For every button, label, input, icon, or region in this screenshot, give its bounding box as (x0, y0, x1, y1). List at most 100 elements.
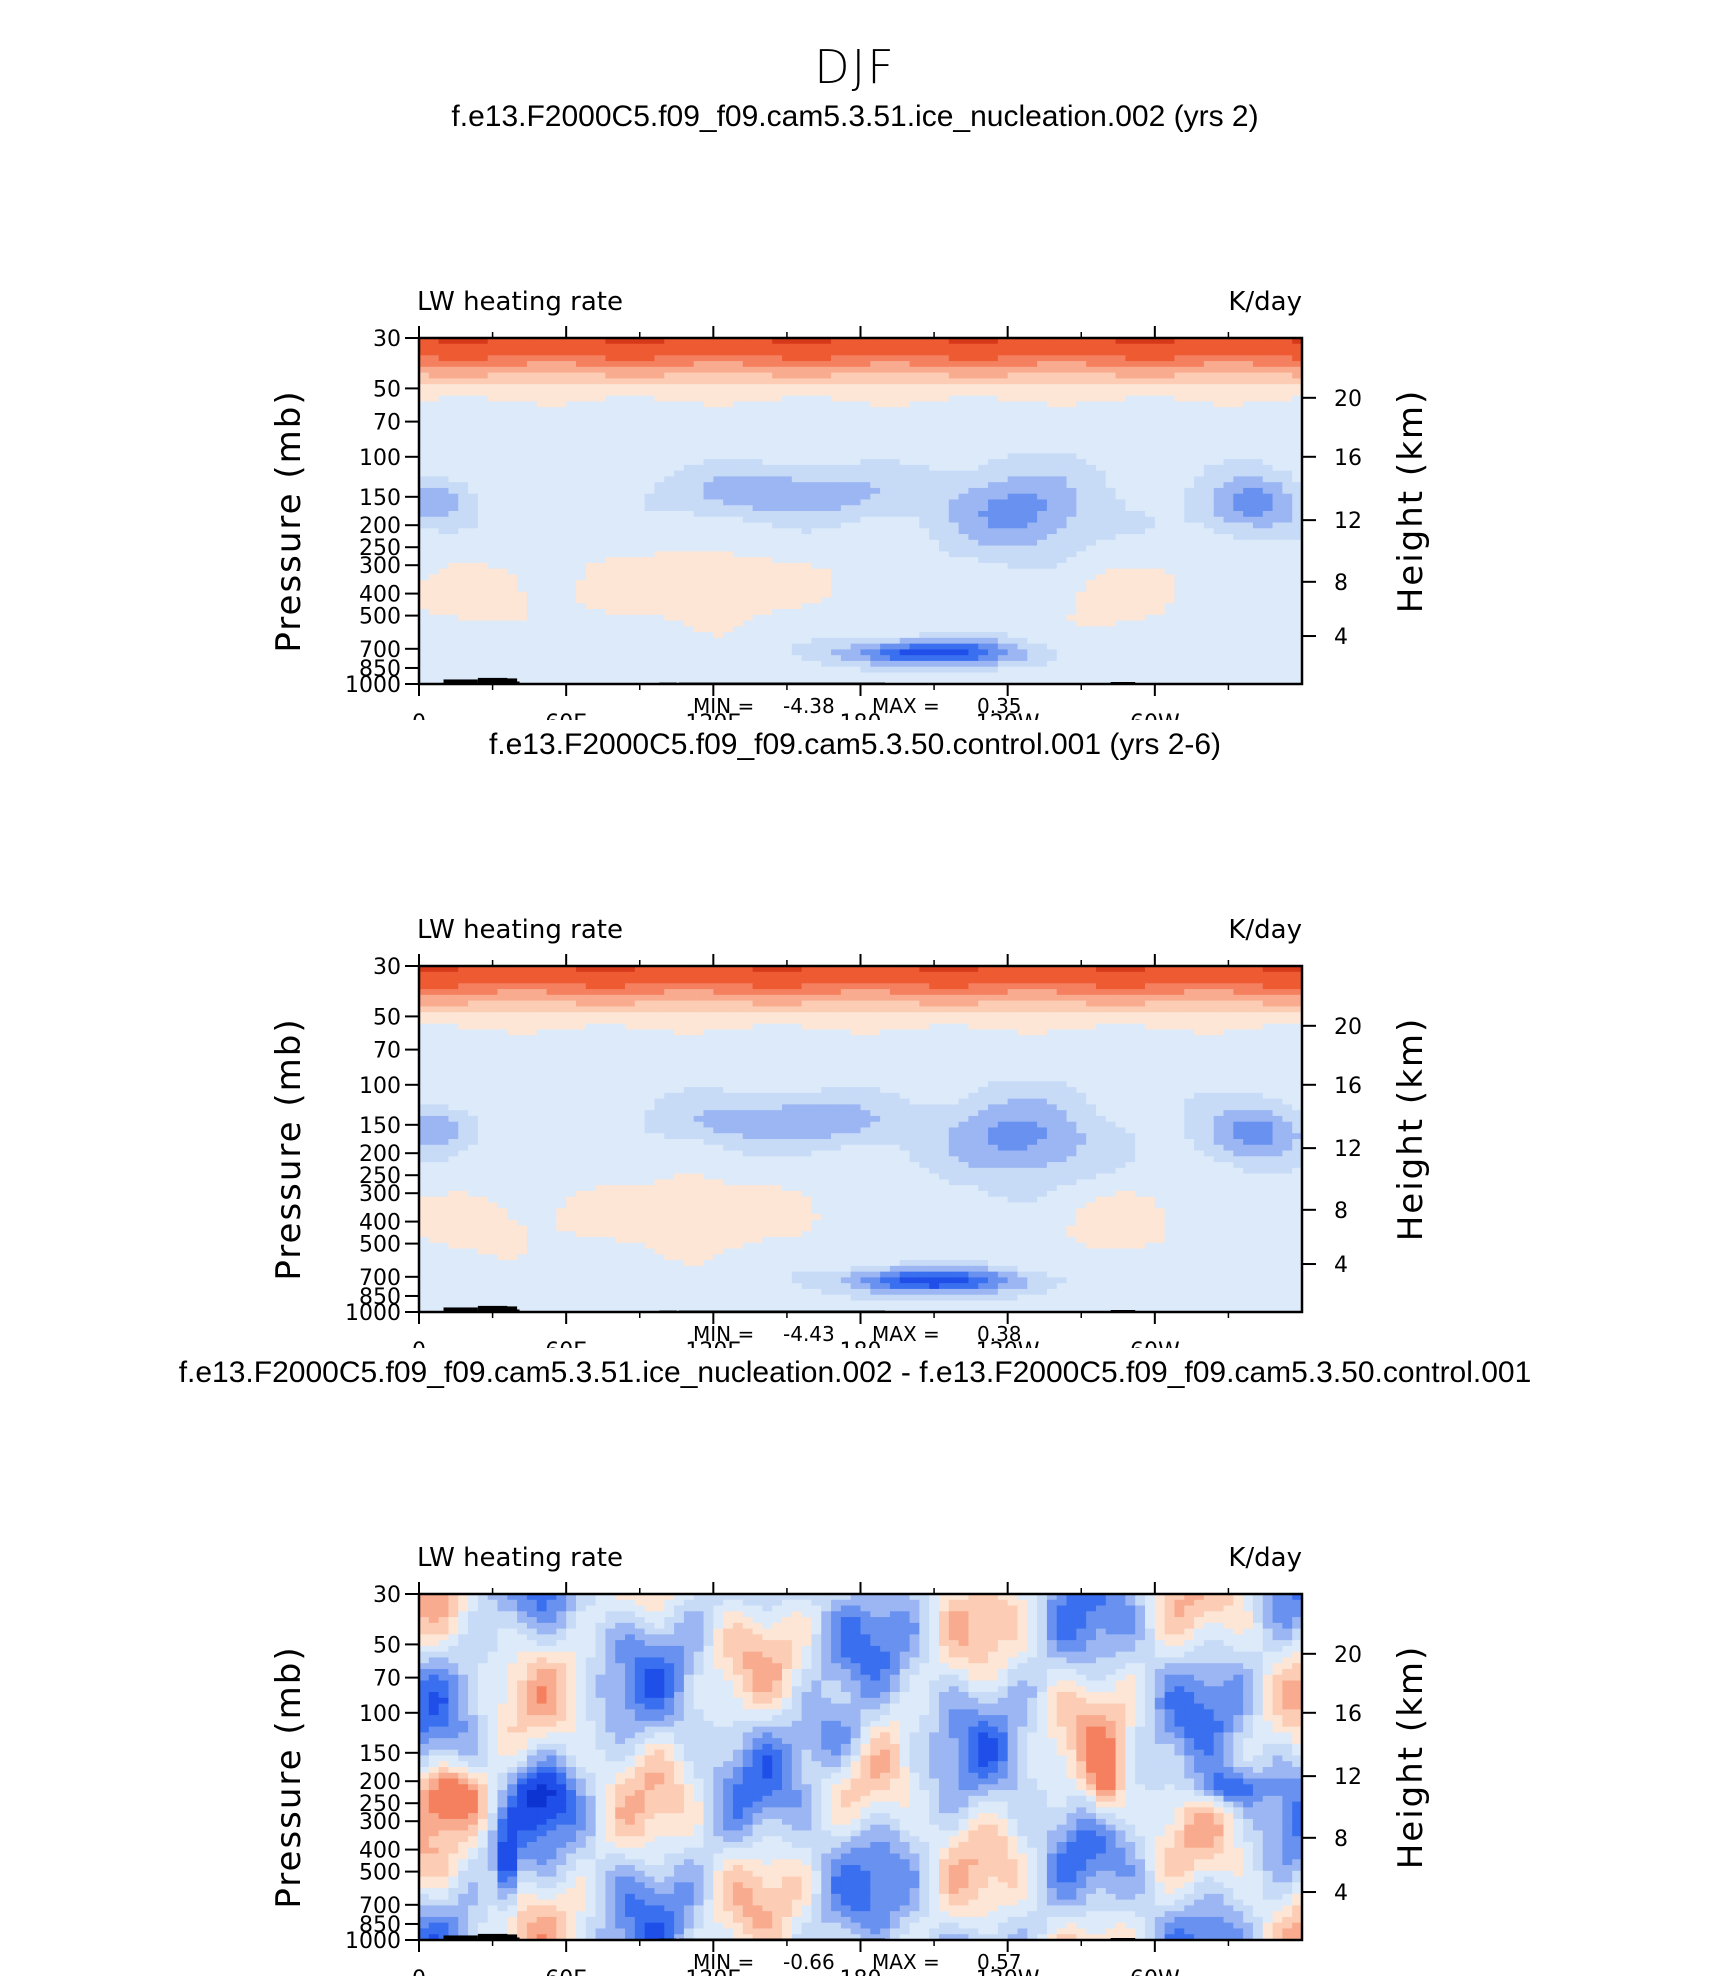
field-cell (870, 349, 881, 356)
field-cell (1272, 511, 1283, 518)
field-cell (693, 545, 705, 552)
field-cell (1027, 603, 1038, 610)
field-cell (732, 447, 744, 454)
field-cell (575, 389, 587, 397)
field-cell (1194, 482, 1205, 489)
field-cell (997, 637, 1009, 645)
field-cell (575, 568, 587, 576)
field-cell (1164, 557, 1176, 564)
field-cell (880, 499, 891, 506)
field-cell (1164, 528, 1176, 535)
field-cell (742, 430, 754, 437)
field-cell (1105, 378, 1117, 385)
field-cell (526, 551, 538, 558)
field-cell (1076, 574, 1087, 581)
field-cell (791, 637, 803, 645)
field-cell (1135, 614, 1146, 622)
field-cell (595, 389, 607, 397)
field-cell (791, 574, 803, 581)
field-cell (1145, 505, 1156, 512)
field-cell (526, 470, 538, 477)
field-cell (654, 441, 665, 449)
field-cell (938, 418, 950, 426)
field-cell (752, 620, 763, 627)
field-cell (674, 349, 685, 356)
field-cell (713, 424, 724, 431)
field-cell (791, 395, 803, 403)
field-cell (919, 343, 930, 351)
field-cell (566, 441, 577, 449)
field-cell (1154, 511, 1166, 518)
field-cell (821, 585, 832, 593)
field-cell (507, 470, 518, 477)
field-cell (742, 522, 754, 529)
field-cell (1135, 557, 1146, 564)
field-cell (929, 441, 940, 449)
field-cell (615, 534, 626, 541)
field-cell (762, 637, 773, 645)
field-cell (1086, 424, 1097, 431)
field-cell (1027, 424, 1038, 431)
field-cell (1292, 562, 1303, 570)
field-cell (889, 372, 901, 379)
field-cell (732, 366, 744, 374)
field-cell (1194, 447, 1205, 454)
field-cell (968, 574, 979, 581)
field-cell (831, 436, 842, 443)
field-cell (644, 418, 656, 426)
field-cell (938, 338, 950, 345)
field-cell (536, 482, 548, 489)
field-cell (1095, 637, 1107, 645)
field-cell (1203, 430, 1215, 437)
field-cell (968, 470, 979, 477)
field-cell (762, 401, 773, 408)
field-cell (1066, 562, 1077, 570)
field-cell (1292, 643, 1303, 650)
field-cell (1262, 534, 1274, 541)
field-cell (850, 412, 862, 420)
field-cell (997, 643, 1009, 650)
field-cell (1164, 482, 1176, 489)
field-cell (1066, 545, 1077, 552)
field-cell (644, 574, 656, 581)
field-cell (1007, 574, 1019, 581)
field-cell (497, 499, 508, 506)
field-cell (732, 511, 744, 518)
field-cell (860, 412, 871, 420)
field-cell (546, 539, 557, 547)
field-cell (821, 511, 832, 518)
field-cell (997, 470, 1009, 477)
field-cell (1145, 580, 1156, 587)
field-cell (428, 441, 440, 449)
field-cell (762, 338, 773, 345)
field-cell (595, 551, 607, 558)
field-cell (1046, 505, 1058, 512)
field-cell (899, 528, 911, 535)
field-cell (1115, 476, 1126, 483)
field-cell (1135, 470, 1146, 477)
field-cell (546, 459, 557, 466)
field-cell (1252, 361, 1264, 368)
field-cell (732, 499, 744, 506)
field-cell (1027, 580, 1038, 587)
field-cell (644, 551, 656, 558)
field-cell (556, 366, 567, 374)
field-cell (595, 545, 607, 552)
field-cell (958, 597, 970, 604)
field-cell (782, 349, 793, 356)
field-cell (487, 482, 499, 489)
field-cell (1164, 343, 1176, 351)
field-cell (1203, 626, 1215, 633)
field-cell (840, 626, 852, 633)
field-cell (1076, 424, 1087, 431)
field-cell (782, 470, 793, 477)
field-cell (840, 389, 852, 397)
field-cell (674, 418, 685, 426)
field-cell (536, 447, 548, 454)
field-cell (840, 441, 852, 449)
field-cell (448, 499, 459, 506)
field-cell (1135, 482, 1146, 489)
field-cell (458, 545, 469, 552)
field-cell (1105, 487, 1117, 495)
field-cell (595, 372, 607, 379)
